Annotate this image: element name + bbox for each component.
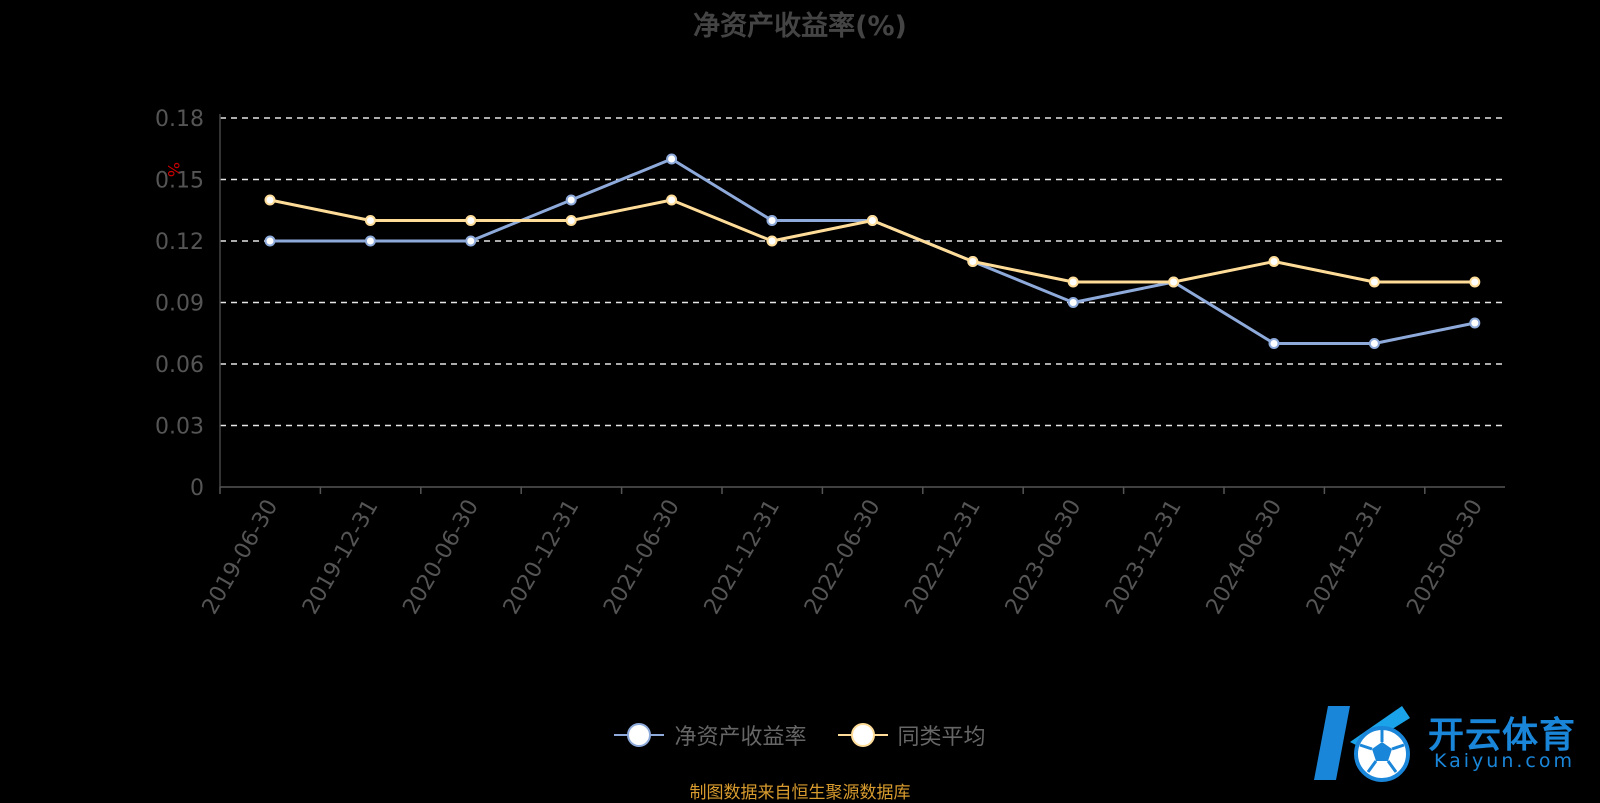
legend-swatch-roe [614,723,665,747]
legend-item-peer-average[interactable]: 同类平均 [837,719,986,751]
legend-label-roe: 净资产收益率 [674,725,807,750]
logo-text-cn: 开云体育 [1428,715,1577,756]
data-point [1168,276,1180,288]
x-tick-label: 2020-12-31 [499,496,585,619]
data-point [666,153,678,165]
series-line [270,157,1476,345]
data-point [264,194,276,206]
data-point [1268,338,1280,349]
data-point [1469,276,1481,288]
y-tick-label: 0.09 [155,292,204,317]
data-point [1067,276,1079,288]
data-point [666,194,678,206]
data-point [364,215,376,226]
y-tick-label: 0.18 [155,107,204,132]
x-tick-label: 2023-06-30 [1001,496,1087,619]
data-point [1268,256,1280,267]
x-tick-label: 2022-12-31 [900,496,986,619]
logo-text-en: Kaiyun.com [1434,750,1575,772]
x-tick-label: 2019-12-31 [298,496,384,619]
data-point [565,194,577,206]
kaiyun-logo: 开云体育 Kaiyun.com [1310,698,1590,788]
legend-label-peer-average: 同类平均 [897,725,986,750]
data-point [967,256,979,267]
y-tick-label: 0.03 [155,415,204,440]
legend: 净资产收益率 同类平均 [0,719,1600,753]
data-point [264,235,276,247]
data-point [565,215,577,226]
y-tick-label: 0 [190,476,204,501]
data-point [465,215,477,226]
source-note: 制图数据来自恒生聚源数据库 [689,783,911,803]
logo-k-ball-icon [1314,706,1410,782]
x-tick-label: 2021-06-30 [599,496,685,619]
x-tick-label: 2021-12-31 [700,496,786,619]
x-tick-label: 2022-06-30 [800,496,886,619]
x-tick-label: 2020-06-30 [398,496,484,619]
y-tick-label: 0.15 [155,169,204,194]
data-point [364,235,376,247]
x-tick-label: 2023-12-31 [1101,496,1187,619]
data-point [1368,276,1380,288]
x-tick-label: 2024-12-31 [1302,496,1388,619]
chart-title: 净资产收益率(%) [693,11,907,42]
y-tick-label: 0.06 [155,353,204,378]
data-point [866,215,878,226]
y-axis-unit-label: % [164,162,183,177]
x-tick-label: 2025-06-30 [1402,496,1488,619]
x-tick-label: 2024-06-30 [1202,496,1288,619]
data-point [1469,317,1481,329]
data-point [465,235,477,247]
data-point [766,215,778,226]
legend-item-roe[interactable]: 净资产收益率 [614,719,807,751]
data-point [1067,297,1079,308]
x-tick-label: 2019-06-30 [198,496,284,619]
legend-swatch-peer-average [837,723,888,747]
y-tick-label: 0.12 [155,230,204,255]
data-point [1368,338,1380,349]
data-point [766,235,778,247]
